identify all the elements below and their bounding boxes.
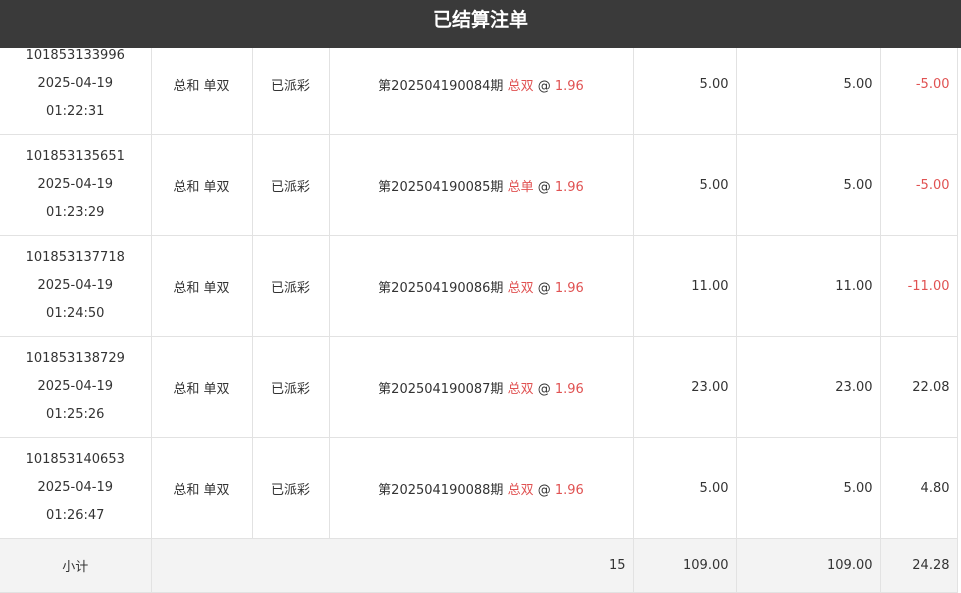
bet-status: 已派彩 bbox=[251, 437, 330, 539]
bet-type: 总和 单双 bbox=[150, 235, 253, 337]
bet-status: 已派彩 bbox=[251, 134, 330, 236]
valid-amount: 5.00 bbox=[735, 33, 881, 135]
bet-status: 已派彩 bbox=[251, 33, 330, 135]
bet-content: 第202504190086期 总双 @ 1.96 bbox=[328, 235, 634, 337]
bet-content: 第202504190085期 总单 @ 1.96 bbox=[328, 134, 634, 236]
bet-date: 2025-04-19 bbox=[37, 177, 114, 192]
odds: 1.96 bbox=[554, 280, 584, 296]
bet-time: 01:25:26 bbox=[46, 407, 105, 422]
bet-type: 总和 单双 bbox=[150, 336, 253, 438]
summary-label: 小计 bbox=[0, 538, 152, 593]
issue: 第202504190084期 bbox=[378, 78, 504, 94]
bet-time: 01:24:50 bbox=[46, 306, 105, 321]
bet-time: 01:23:29 bbox=[46, 205, 105, 220]
win-loss: 22.08 bbox=[879, 336, 958, 438]
bet-date: 2025-04-19 bbox=[37, 379, 114, 394]
table-row: 101853137718 2025-04-19 01:24:50 总和 单双 已派彩… bbox=[0, 235, 958, 337]
valid-amount: 11.00 bbox=[735, 235, 881, 337]
win-loss: -5.00 bbox=[879, 134, 958, 236]
bet-content: 第202504190084期 总双 @ 1.96 bbox=[328, 33, 634, 135]
bet-id: 101853135651 bbox=[25, 149, 125, 164]
bet-amount: 5.00 bbox=[632, 134, 737, 236]
bet-type: 总和 单双 bbox=[150, 33, 253, 135]
bet-type: 总和 单双 bbox=[150, 134, 253, 236]
valid-amount: 5.00 bbox=[735, 437, 881, 539]
at-sign: @ bbox=[537, 482, 551, 498]
win-loss: 4.80 bbox=[879, 437, 958, 539]
bet-time: 01:22:31 bbox=[46, 104, 105, 119]
table-row: 101853135651 2025-04-19 01:23:29 总和 单双 已派彩… bbox=[0, 134, 958, 236]
page-title: 已结算注单 bbox=[0, 0, 961, 48]
pick: 总双 bbox=[507, 78, 534, 94]
bet-id: 101853133996 bbox=[25, 48, 125, 63]
pick: 总双 bbox=[507, 381, 534, 397]
bet-date: 2025-04-19 bbox=[37, 480, 114, 495]
bet-amount: 11.00 bbox=[632, 235, 737, 337]
at-sign: @ bbox=[537, 78, 551, 94]
bet-id-cell: 101853133996 2025-04-19 01:22:31 bbox=[0, 33, 152, 135]
issue: 第202504190086期 bbox=[378, 280, 504, 296]
odds: 1.96 bbox=[554, 381, 584, 397]
issue: 第202504190088期 bbox=[378, 482, 504, 498]
summary-row: 小计 15 109.00 109.00 24.28 bbox=[0, 538, 958, 593]
valid-amount: 5.00 bbox=[735, 134, 881, 236]
issue: 第202504190085期 bbox=[378, 179, 504, 195]
bet-status: 已派彩 bbox=[251, 235, 330, 337]
bet-amount: 5.00 bbox=[632, 437, 737, 539]
win-loss: -11.00 bbox=[879, 235, 958, 337]
bet-id-cell: 101853140653 2025-04-19 01:26:47 bbox=[0, 437, 152, 539]
summary-valid: 109.00 bbox=[735, 538, 881, 593]
bet-content: 第202504190088期 总双 @ 1.96 bbox=[328, 437, 634, 539]
at-sign: @ bbox=[537, 381, 551, 397]
win-loss: -5.00 bbox=[879, 33, 958, 135]
summary-count: 15 bbox=[150, 538, 634, 593]
pick: 总单 bbox=[507, 179, 534, 195]
summary-amount: 109.00 bbox=[632, 538, 737, 593]
bet-date: 2025-04-19 bbox=[37, 278, 114, 293]
at-sign: @ bbox=[537, 179, 551, 195]
bet-id-cell: 101853138729 2025-04-19 01:25:26 bbox=[0, 336, 152, 438]
bets-table-container: 101853133996 2025-04-19 01:22:31 总和 单双 已派彩… bbox=[0, 33, 958, 593]
bet-id: 101853138729 bbox=[25, 351, 125, 366]
table-row: 101853140653 2025-04-19 01:26:47 总和 单双 已派彩… bbox=[0, 437, 958, 539]
bet-id-cell: 101853135651 2025-04-19 01:23:29 bbox=[0, 134, 152, 236]
bet-status: 已派彩 bbox=[251, 336, 330, 438]
bet-id: 101853140653 bbox=[25, 452, 125, 467]
summary-result: 24.28 bbox=[879, 538, 958, 593]
valid-amount: 23.00 bbox=[735, 336, 881, 438]
settled-bets-table: 101853133996 2025-04-19 01:22:31 总和 单双 已派彩… bbox=[0, 33, 958, 593]
at-sign: @ bbox=[537, 280, 551, 296]
bet-id: 101853137718 bbox=[25, 250, 125, 265]
issue: 第202504190087期 bbox=[378, 381, 504, 397]
bet-time: 01:26:47 bbox=[46, 508, 105, 523]
table-row: 101853133996 2025-04-19 01:22:31 总和 单双 已派彩… bbox=[0, 33, 958, 135]
bet-amount: 23.00 bbox=[632, 336, 737, 438]
bet-id-cell: 101853137718 2025-04-19 01:24:50 bbox=[0, 235, 152, 337]
bet-type: 总和 单双 bbox=[150, 437, 253, 539]
table-row: 101853138729 2025-04-19 01:25:26 总和 单双 已派彩… bbox=[0, 336, 958, 438]
bet-date: 2025-04-19 bbox=[37, 76, 114, 91]
odds: 1.96 bbox=[554, 179, 584, 195]
pick: 总双 bbox=[507, 482, 534, 498]
pick: 总双 bbox=[507, 280, 534, 296]
bet-amount: 5.00 bbox=[632, 33, 737, 135]
odds: 1.96 bbox=[554, 78, 584, 94]
odds: 1.96 bbox=[554, 482, 584, 498]
bet-content: 第202504190087期 总双 @ 1.96 bbox=[328, 336, 634, 438]
